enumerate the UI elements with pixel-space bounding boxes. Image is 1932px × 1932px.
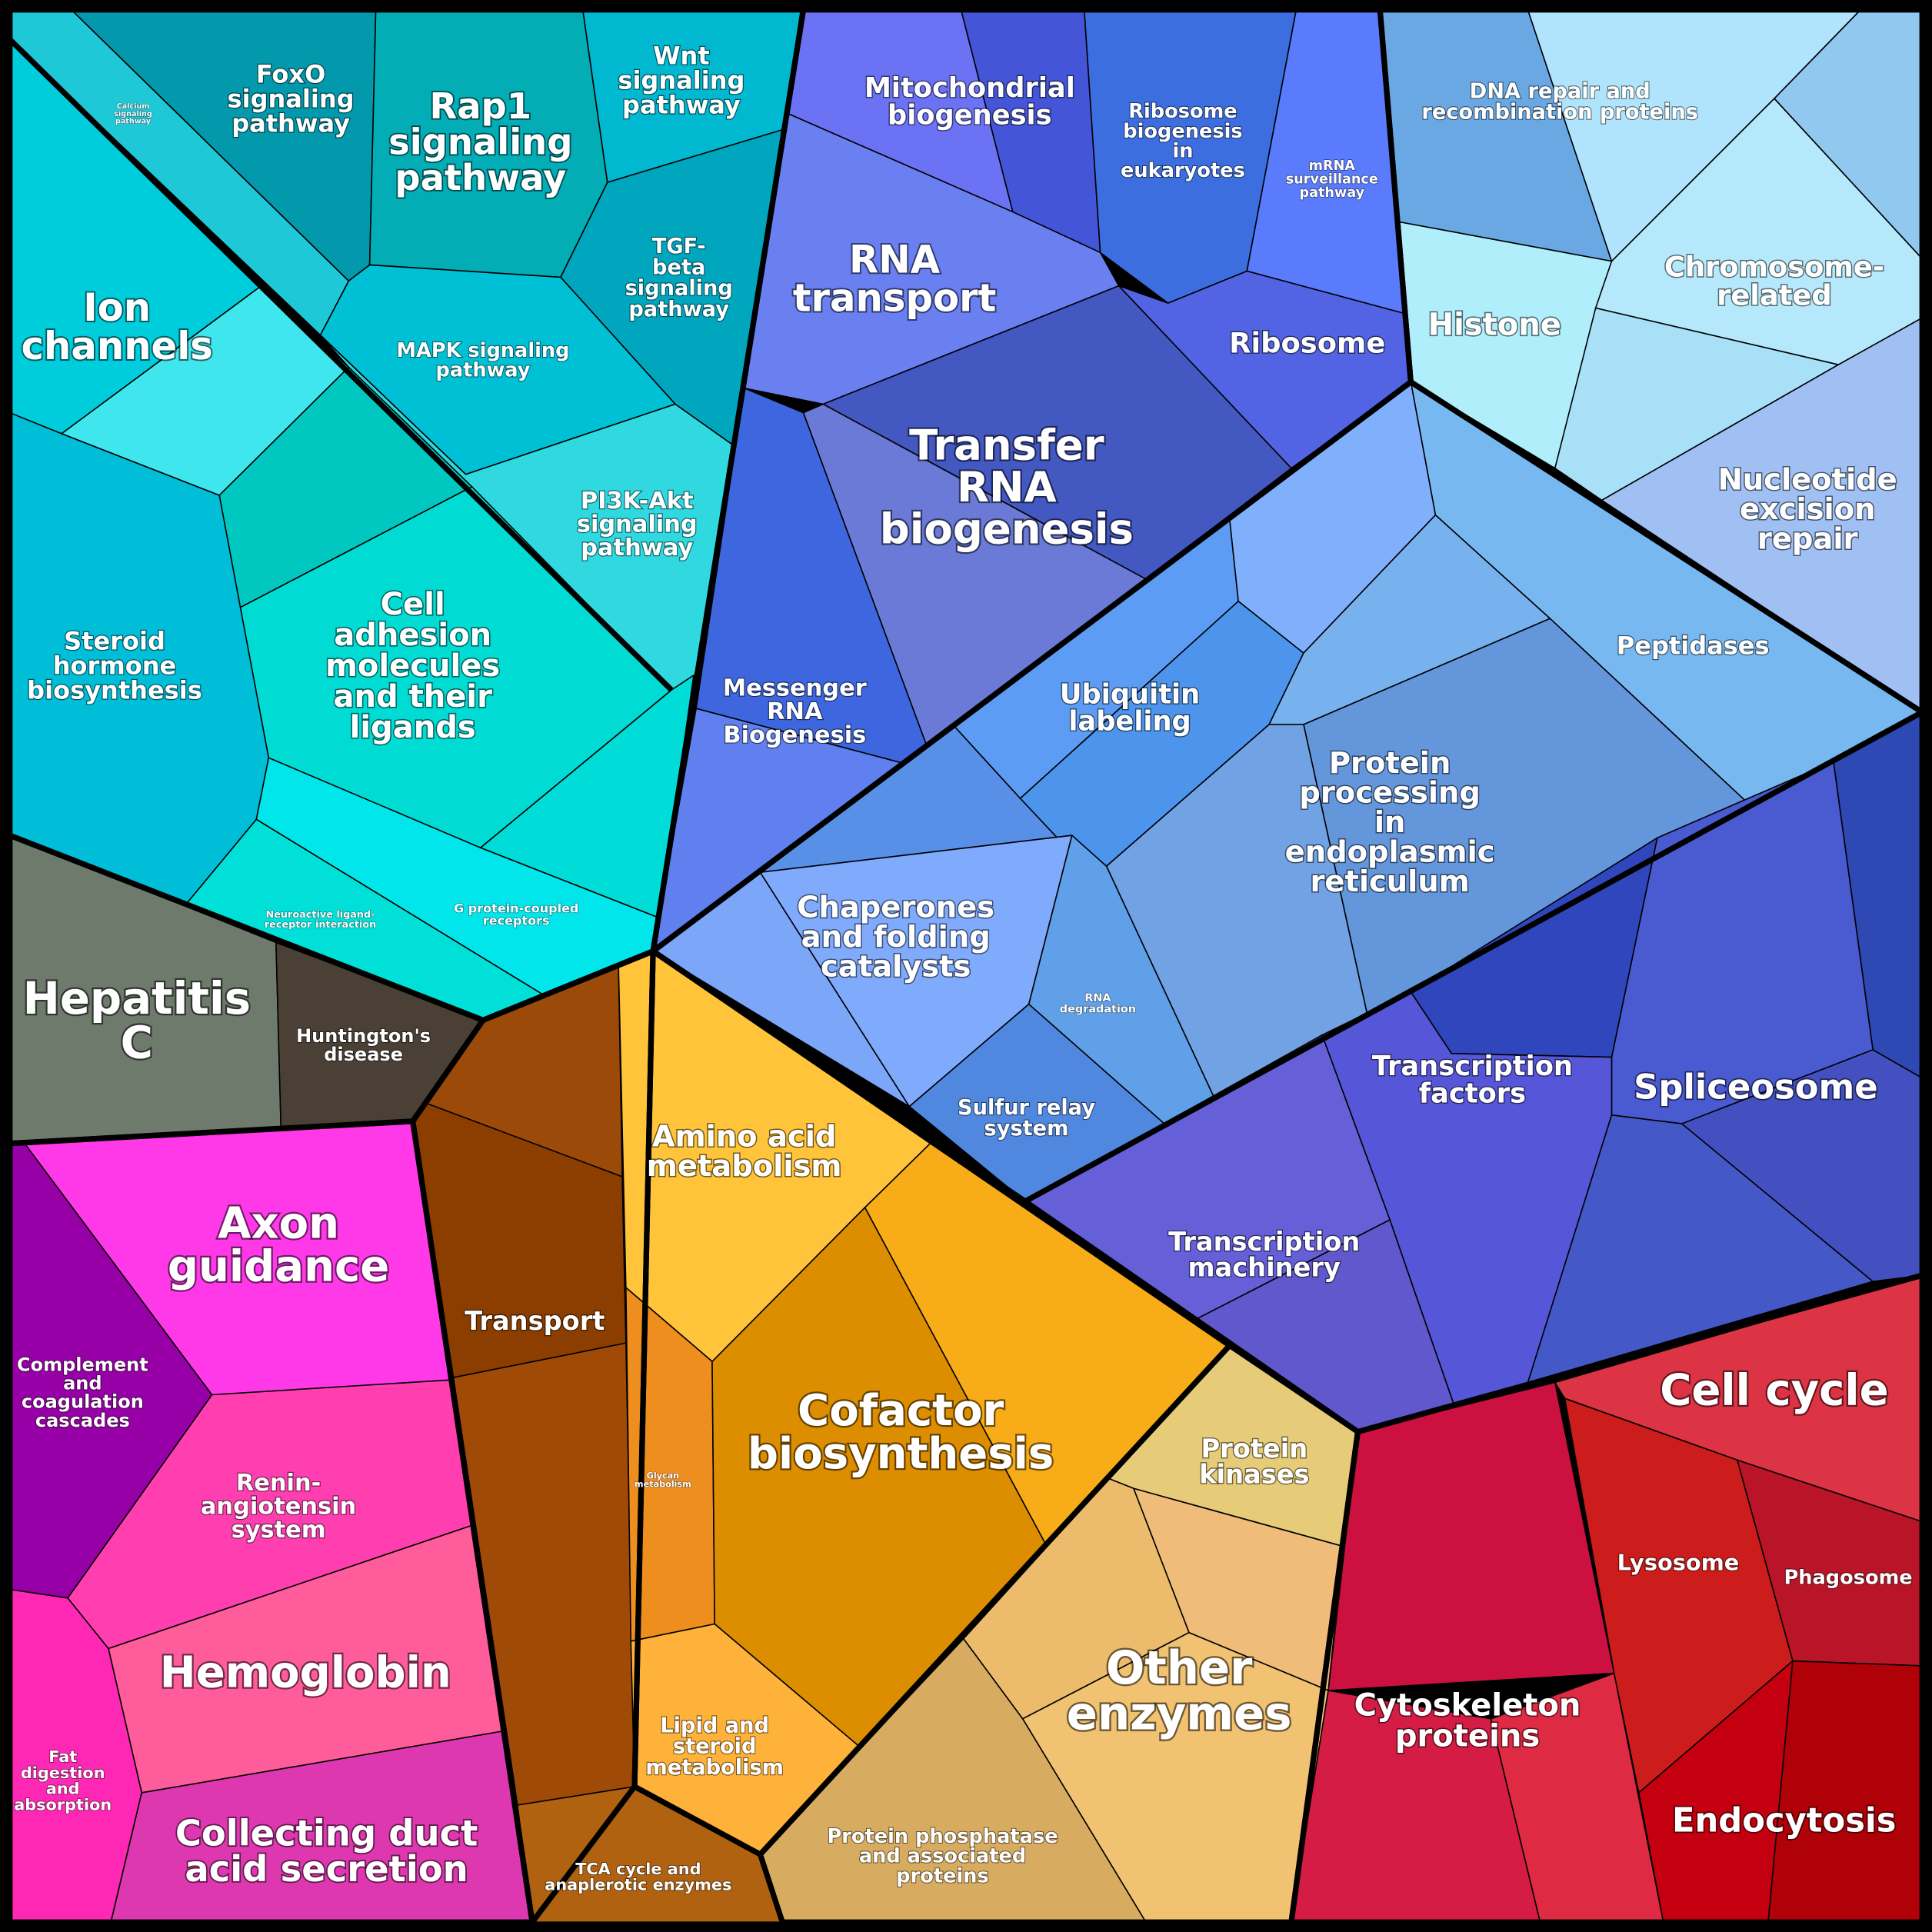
label-axon: Axon guidance	[168, 1199, 389, 1292]
label-lysosome: Lysosome	[1617, 1549, 1740, 1575]
label-other: Other enzymes	[1067, 1641, 1292, 1740]
label-tf: Transcription factors	[1372, 1051, 1573, 1109]
label-collecting: Collecting duct acid secretion	[175, 1812, 478, 1889]
label-wnt: Wnt signaling pathway	[618, 41, 744, 119]
label-transport: Transport	[465, 1306, 605, 1336]
label-cellcycle: Cell cycle	[1660, 1366, 1888, 1416]
label-renin: Renin-angiotensin system	[201, 1470, 356, 1544]
label-amino: Amino acid metabolism	[647, 1120, 842, 1184]
label-hunt: Huntington's disease	[296, 1025, 431, 1065]
label-hepc: Hepatitis C	[23, 972, 251, 1069]
label-mrnasurv: mRNA surveillance pathway	[1286, 158, 1378, 201]
label-ribobio: Ribosome biogenesis in eukaryotes	[1121, 100, 1245, 182]
label-tgf: TGF-beta signaling pathway	[625, 235, 733, 321]
label-tm: Transcription machinery	[1168, 1227, 1360, 1283]
label-sulfur: Sulfur relay system	[958, 1096, 1095, 1141]
label-peptidases: Peptidases	[1617, 631, 1770, 661]
label-gpcr: G protein-coupled receptors	[454, 901, 578, 928]
label-complement: Complement and coagulation cascades	[17, 1354, 148, 1431]
label-pi3k: PI3K-Akt signaling pathway	[577, 488, 698, 561]
label-calcium: Calcium signaling pathway	[114, 102, 152, 125]
cell-endo2	[1767, 1660, 1923, 1923]
labels-layer: Calcium signaling pathway FoxO signaling path…	[13, 40, 1913, 1894]
label-endo: Endocytosis	[1672, 1801, 1897, 1840]
label-kinases: Protein kinases	[1199, 1434, 1309, 1490]
label-pp2: Protein processing in endoplasmic reticulum	[1285, 746, 1495, 899]
label-chaperones: Chaperones and folding catalysts	[797, 891, 994, 984]
label-ion: Ion channels	[22, 285, 213, 368]
label-lipid: Lipid and steroid metabolism	[645, 1714, 784, 1779]
group-border	[8, 37, 674, 692]
label-neuro: Neuroactive ligand-receptor interaction	[265, 909, 376, 931]
label-trna: Transfer RNA biogenesis	[880, 420, 1134, 553]
label-rnatransport: RNA transport	[793, 238, 997, 321]
label-rnadeg: RNA degradation	[1060, 992, 1136, 1015]
label-tca: TCA cycle and anaplerotic enzymes	[545, 1860, 731, 1894]
label-mrnabio: Messenger RNA Biogenesis	[723, 675, 867, 749]
label-hemo: Hemoglobin	[160, 1648, 451, 1698]
label-glycan: Glycan metabolism	[635, 1471, 691, 1489]
label-mito: Mitochondrial biogenesis	[864, 72, 1075, 131]
label-histone: Histone	[1428, 307, 1561, 342]
label-chromosome: Chromosome-related	[1664, 251, 1884, 312]
group-border	[1022, 709, 1925, 1435]
label-cam: Cell adhesion molecules and their ligands	[325, 587, 500, 745]
label-mapk: MAPK signaling pathway	[397, 339, 570, 382]
label-cofactor: Cofactor biosynthesis	[748, 1386, 1054, 1479]
label-spliceosome: Spliceosome	[1634, 1067, 1878, 1108]
label-foxo: FoxO signaling pathway	[228, 59, 355, 138]
label-cyto: Cytoskeleton proteins	[1354, 1687, 1581, 1754]
label-nucleotide: Nucleotide excision repair	[1718, 463, 1897, 557]
cells-layer	[9, 9, 1923, 1923]
label-ubiquitin: Ubiquitin labeling	[1060, 678, 1200, 737]
label-fat: Fat digestion and absorption	[14, 1747, 112, 1814]
label-rap1: Rap1 signaling pathway	[388, 85, 572, 198]
label-steroid: Steroid hormone biosynthesis	[27, 626, 202, 705]
label-phosphatase: Protein phosphatase and associated protein…	[828, 1825, 1058, 1887]
label-dnarepair: DNA repair and recombination proteins	[1421, 79, 1698, 124]
label-phagosome: Phagosome	[1784, 1567, 1912, 1590]
label-ribosome: Ribosome	[1229, 326, 1385, 359]
